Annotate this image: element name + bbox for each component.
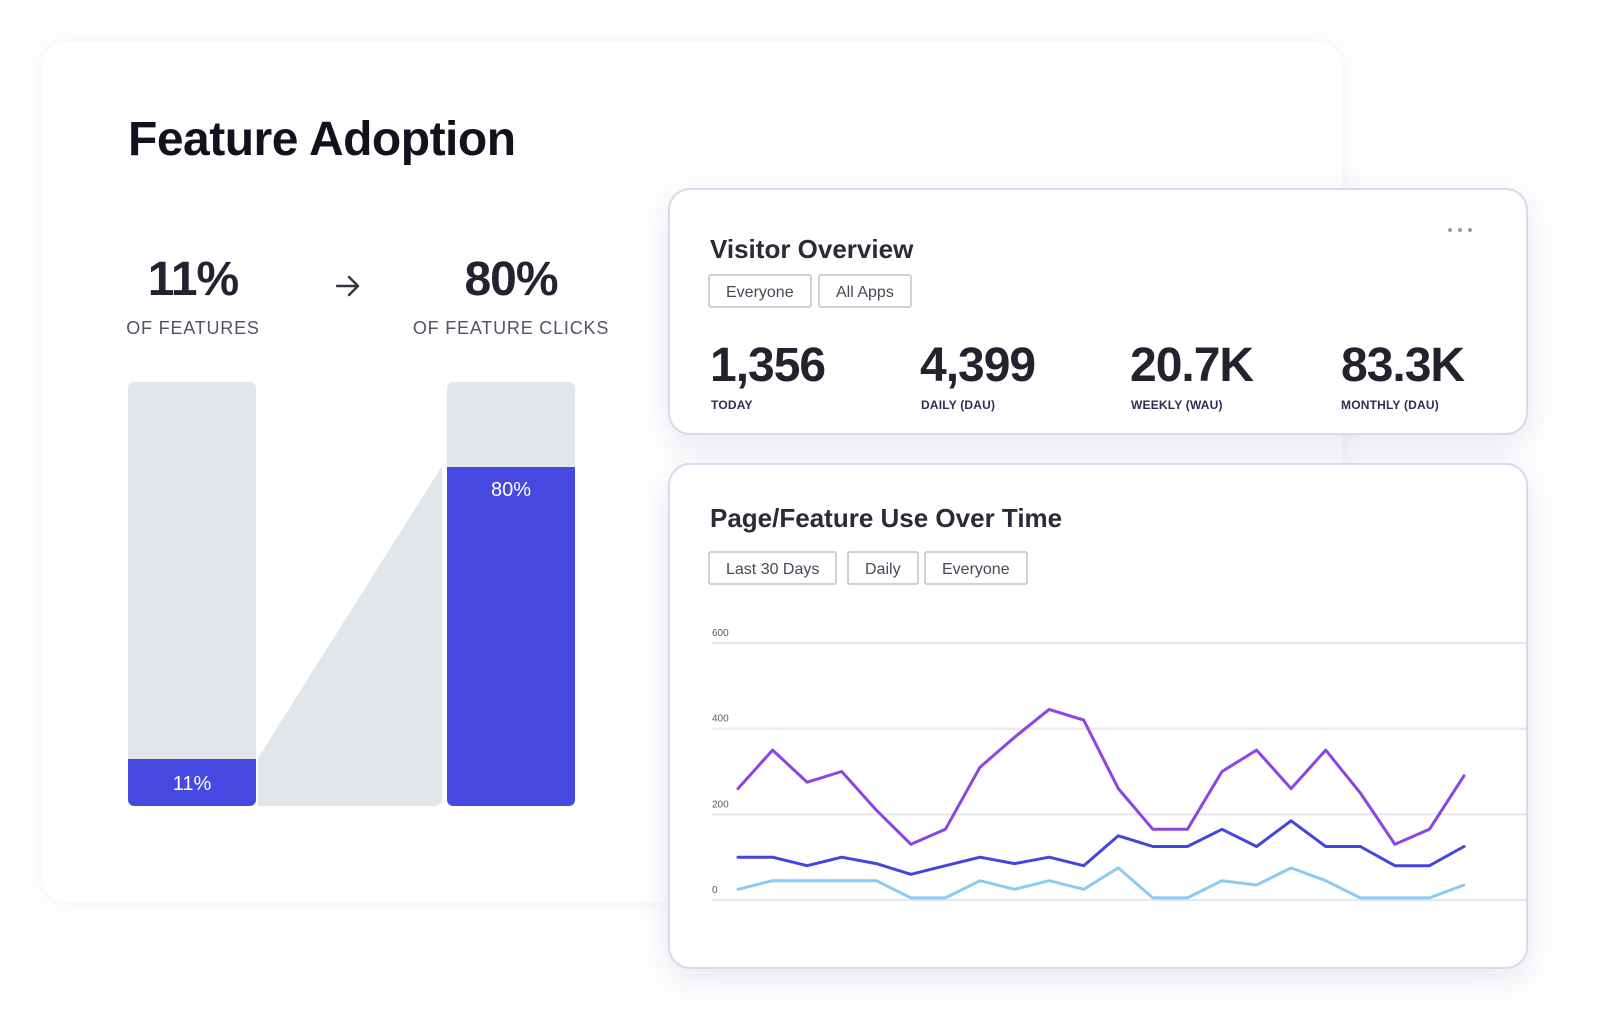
- features-bar-label: 11%: [172, 773, 212, 796]
- metric-monthly-value: 83.3K: [1341, 339, 1465, 392]
- feature-clicks-bar: 80%: [447, 382, 575, 806]
- features-percent-stat: 11%: [147, 253, 239, 306]
- features-caption: OF FEATURES: [126, 318, 260, 338]
- metric-today-label: TODAY: [711, 398, 753, 412]
- feature-adoption-title: Feature Adoption: [128, 113, 516, 166]
- metric-daily-label: DAILY (DAU): [921, 398, 996, 412]
- filter-last-30-days[interactable]: Last 30 Days: [708, 551, 838, 585]
- filter-everyone-chart[interactable]: Everyone: [924, 551, 1028, 585]
- visitor-overview-panel: Visitor Overview Everyone All Apps 1,356…: [668, 188, 1528, 435]
- feature-clicks-caption: OF FEATURE CLICKS: [412, 318, 610, 338]
- more-horizontal-icon[interactable]: [1448, 226, 1474, 234]
- y-tick-label: 0: [712, 885, 718, 896]
- feature-clicks-percent-stat: 80%: [464, 253, 558, 306]
- feature-clicks-bar-fill: 80%: [447, 466, 575, 806]
- adoption-connector-shape: [258, 466, 442, 806]
- series-line-3: [736, 866, 1466, 900]
- metric-weekly-value: 20.7K: [1130, 339, 1254, 392]
- usage-line-chart: 0 200 400 600: [712, 628, 1526, 901]
- filter-everyone[interactable]: Everyone: [708, 274, 812, 308]
- y-tick-label: 600: [712, 628, 729, 639]
- series-line-1: [736, 707, 1466, 846]
- filter-daily[interactable]: Daily: [847, 551, 919, 585]
- metric-monthly-label: MONTHLY (DAU): [1341, 398, 1439, 412]
- usage-over-time-panel: Page/Feature Use Over Time Last 30 Days …: [668, 463, 1528, 969]
- metric-today-value: 1,356: [710, 339, 826, 392]
- features-bar: 11%: [128, 382, 256, 806]
- visitor-overview-title: Visitor Overview: [710, 234, 914, 264]
- features-bar-fill: 11%: [128, 759, 256, 806]
- feature-clicks-bar-label: 80%: [490, 478, 532, 501]
- arrow-right-icon: [335, 275, 360, 297]
- series-line-2: [736, 819, 1466, 876]
- y-tick-label: 200: [712, 799, 729, 810]
- usage-over-time-title: Page/Feature Use Over Time: [710, 503, 1063, 533]
- metric-weekly-label: WEEKLY (WAU): [1131, 398, 1223, 412]
- metric-daily-value: 4,399: [920, 339, 1036, 392]
- y-tick-label: 400: [712, 714, 729, 725]
- filter-all-apps[interactable]: All Apps: [818, 274, 912, 308]
